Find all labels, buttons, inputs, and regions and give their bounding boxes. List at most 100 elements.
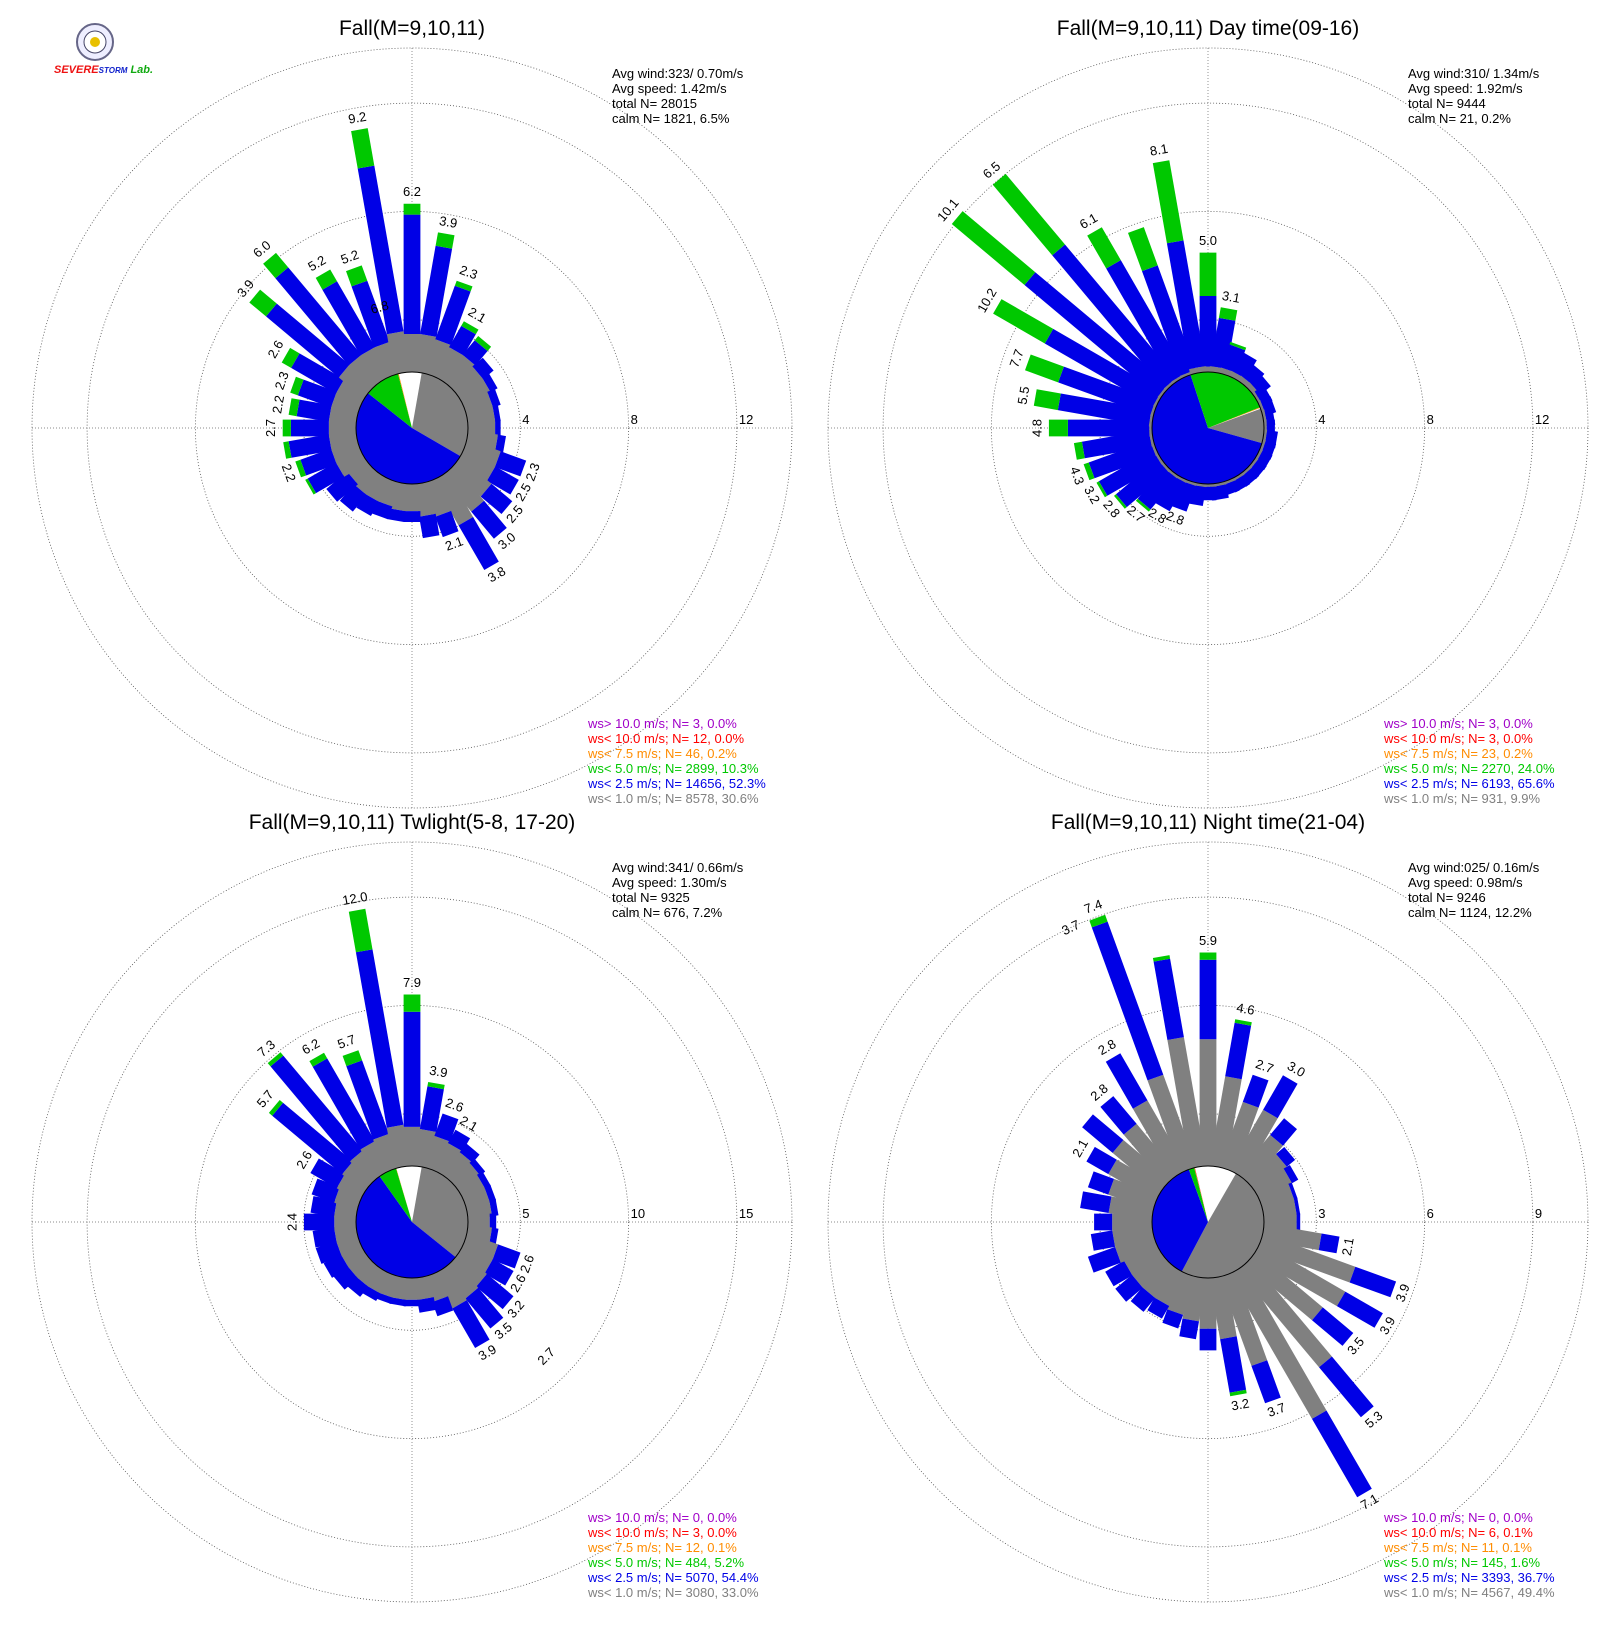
bar-segment: [1245, 1154, 1287, 1193]
bar-segment: [1199, 952, 1217, 960]
bar-segment: [263, 252, 289, 279]
stats-line: calm N= 1124, 12.2%: [1408, 905, 1532, 920]
bar-segment: [1229, 1389, 1247, 1397]
bar-segment: [1234, 1019, 1252, 1026]
bar-segment: [1296, 1213, 1301, 1231]
bar-segment: [310, 1158, 346, 1189]
bar-label: 2.7: [263, 419, 278, 437]
legend-entry: ws< 5.0 m/s; N= 145, 1.6%: [1383, 1555, 1541, 1570]
bar-segment: [1153, 958, 1184, 1040]
bar-label: 7.7: [1006, 347, 1026, 369]
bar-label: 4.6: [1235, 1000, 1255, 1018]
bar-segment: [403, 203, 421, 215]
bar-segment: [441, 1152, 473, 1185]
bar-label: 2.4: [284, 1213, 299, 1231]
bar-segment: [305, 478, 316, 495]
bar-segment: [1112, 1140, 1171, 1193]
bar-segment: [434, 1113, 459, 1142]
bar-segment: [1218, 307, 1238, 321]
bar-label: 6.8: [369, 298, 390, 317]
bar-segment: [423, 1135, 451, 1173]
bar-segment: [1154, 1266, 1188, 1306]
bar-segment: [449, 1251, 487, 1287]
bar-label: 3.2: [1230, 1396, 1250, 1414]
bar-segment: [461, 1233, 499, 1261]
bar-segment: [1130, 1287, 1156, 1312]
pie-slice: [368, 373, 412, 428]
bar-segment: [1167, 1271, 1197, 1315]
bar-segment: [1189, 366, 1207, 375]
stats-line: total N= 9325: [612, 890, 690, 905]
bar-segment: [348, 354, 383, 391]
bar-label: 2.8: [1095, 1036, 1118, 1058]
center-outline: [1151, 1165, 1265, 1279]
bar-segment: [456, 448, 496, 481]
bar-segment: [1225, 1022, 1252, 1080]
bar-segment: [272, 1102, 353, 1175]
bar-segment: [290, 419, 329, 437]
bar-segment: [403, 511, 421, 522]
bar-segment: [1152, 160, 1184, 244]
bar-segment: [441, 354, 476, 391]
bar-label: 7.3: [255, 1037, 278, 1060]
stats-line: Avg wind:341/ 0.66m/s: [612, 860, 744, 875]
center-outline: [355, 1165, 469, 1279]
bar-segment: [288, 434, 332, 458]
stats-line: total N= 28015: [612, 96, 697, 111]
bar-segment: [474, 336, 492, 351]
grid-ring: [991, 210, 1426, 646]
bar-segment: [303, 1213, 335, 1231]
ring-label: 8: [631, 412, 638, 427]
pie-slice: [396, 1168, 412, 1222]
bar-segment: [346, 265, 368, 287]
bar-label: 2.1: [443, 533, 465, 553]
bar-segment: [1067, 419, 1150, 437]
bar-segment: [1087, 1171, 1114, 1195]
bar-label: 2.8: [1164, 508, 1186, 528]
bar-label: 2.2: [279, 462, 299, 484]
bar-segment: [471, 500, 507, 539]
bar-segment: [1132, 1251, 1171, 1288]
bar-segment: [1147, 1074, 1197, 1173]
legend-entry: ws< 10.0 m/s; N= 6, 0.1%: [1383, 1525, 1533, 1540]
center-outline: [355, 371, 469, 485]
bar-segment: [290, 376, 304, 396]
bar-segment: [312, 1227, 337, 1248]
bar-segment: [1081, 429, 1152, 459]
grid-ring: [303, 1113, 521, 1331]
grid-ring: [86, 102, 738, 754]
bar-segment: [449, 1162, 481, 1193]
stats-line: Avg speed: 1.92m/s: [1408, 81, 1523, 96]
bar-segment: [435, 232, 455, 249]
bar-segment: [1270, 1118, 1297, 1146]
bar-segment: [1219, 1101, 1259, 1173]
bar-segment: [484, 1184, 497, 1203]
bar-segment: [1108, 1159, 1164, 1202]
bar-segment: [275, 267, 362, 366]
bar-label: 5.2: [305, 252, 328, 274]
bar-segment: [1142, 1259, 1179, 1298]
legend-entry: ws< 7.5 m/s; N= 12, 0.1%: [587, 1540, 737, 1555]
bar-segment: [1142, 265, 1196, 376]
legend-entry: ws< 10.0 m/s; N= 3, 0.0%: [587, 1525, 737, 1540]
bar-segment: [1105, 1053, 1148, 1109]
legend-entry: ws> 10.0 m/s; N= 0, 0.0%: [587, 1510, 737, 1525]
bar-segment: [456, 1242, 493, 1274]
legend-entry: ws< 1.0 m/s; N= 931, 9.9%: [1383, 791, 1541, 806]
bar-label: 2.6: [293, 1148, 315, 1171]
bar-segment: [495, 434, 506, 453]
bar-segment: [461, 439, 501, 468]
bar-segment: [375, 1292, 394, 1304]
bar-segment: [417, 1297, 436, 1313]
bar-segment: [449, 325, 476, 356]
bar-segment: [1088, 440, 1156, 479]
stats-line: calm N= 676, 7.2%: [612, 905, 723, 920]
bar-segment: [1318, 1233, 1340, 1254]
bar-segment: [1179, 1318, 1199, 1340]
stats-line: calm N= 1821, 6.5%: [612, 111, 730, 126]
bar-label: 5.5: [1014, 385, 1032, 405]
bar-segment: [355, 1259, 383, 1287]
bar-segment: [1089, 914, 1108, 928]
panel-title: Fall(M=9,10,11) Day time(09-16): [1057, 17, 1359, 40]
